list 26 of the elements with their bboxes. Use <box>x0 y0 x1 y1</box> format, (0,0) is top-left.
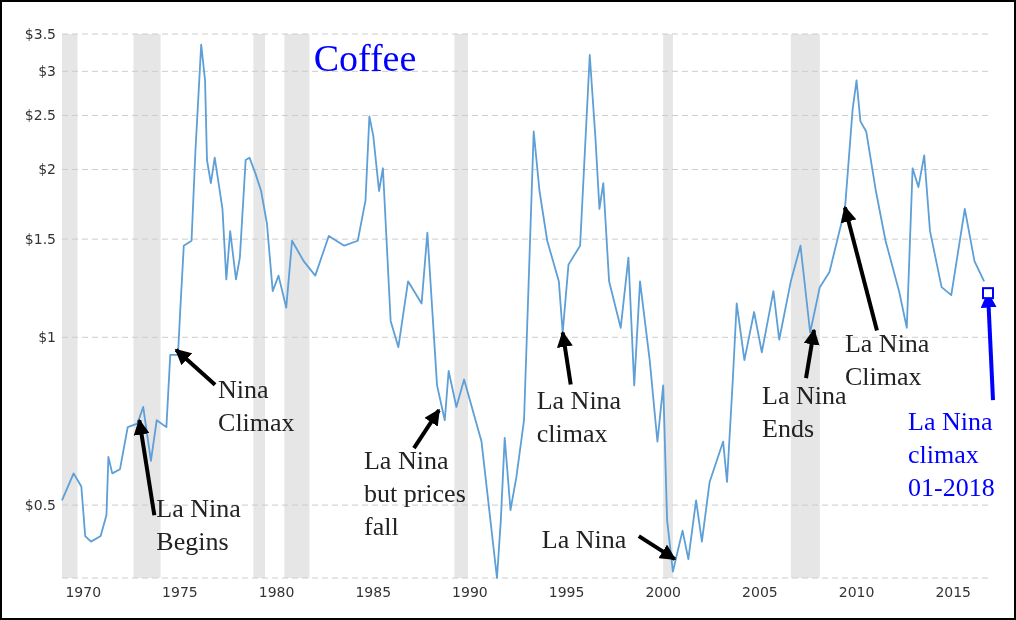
x-tick-label: 1975 <box>162 584 198 600</box>
annotation: La Nina climax <box>536 386 622 449</box>
x-tick-label: 1995 <box>548 584 585 600</box>
x-tick-label: 2005 <box>742 584 778 600</box>
annotation: La Nina Ends <box>762 381 847 444</box>
y-tick-label: $2 <box>38 161 56 178</box>
x-tick-label: 1970 <box>65 584 102 600</box>
annotation: Nina Climax <box>218 374 295 437</box>
y-tick-label: $3.5 <box>24 25 56 42</box>
y-tick-label: $2.5 <box>24 107 56 124</box>
y-tick-label: $1 <box>38 329 56 346</box>
x-tick-label: 1985 <box>355 584 392 600</box>
annotation: La Nina climax 01-2018 <box>908 407 995 503</box>
y-tick-label: $3 <box>38 63 56 80</box>
annotation: La Nina <box>541 525 627 555</box>
y-tick-label: $1.5 <box>24 231 56 248</box>
x-tick-label: 2010 <box>838 584 875 600</box>
x-tick-label: 1980 <box>258 584 295 600</box>
annotation: La Nina Climax <box>844 329 930 392</box>
y-tick-label: $0.5 <box>24 497 56 513</box>
x-tick-label: 2000 <box>645 584 682 600</box>
x-tick-label: 1990 <box>452 584 488 600</box>
chart-title: Coffee <box>313 37 417 79</box>
annotation: La Nina Begins <box>156 494 242 557</box>
annotation: La Nina but prices fall <box>363 446 466 542</box>
x-tick-label: 2015 <box>935 584 972 600</box>
